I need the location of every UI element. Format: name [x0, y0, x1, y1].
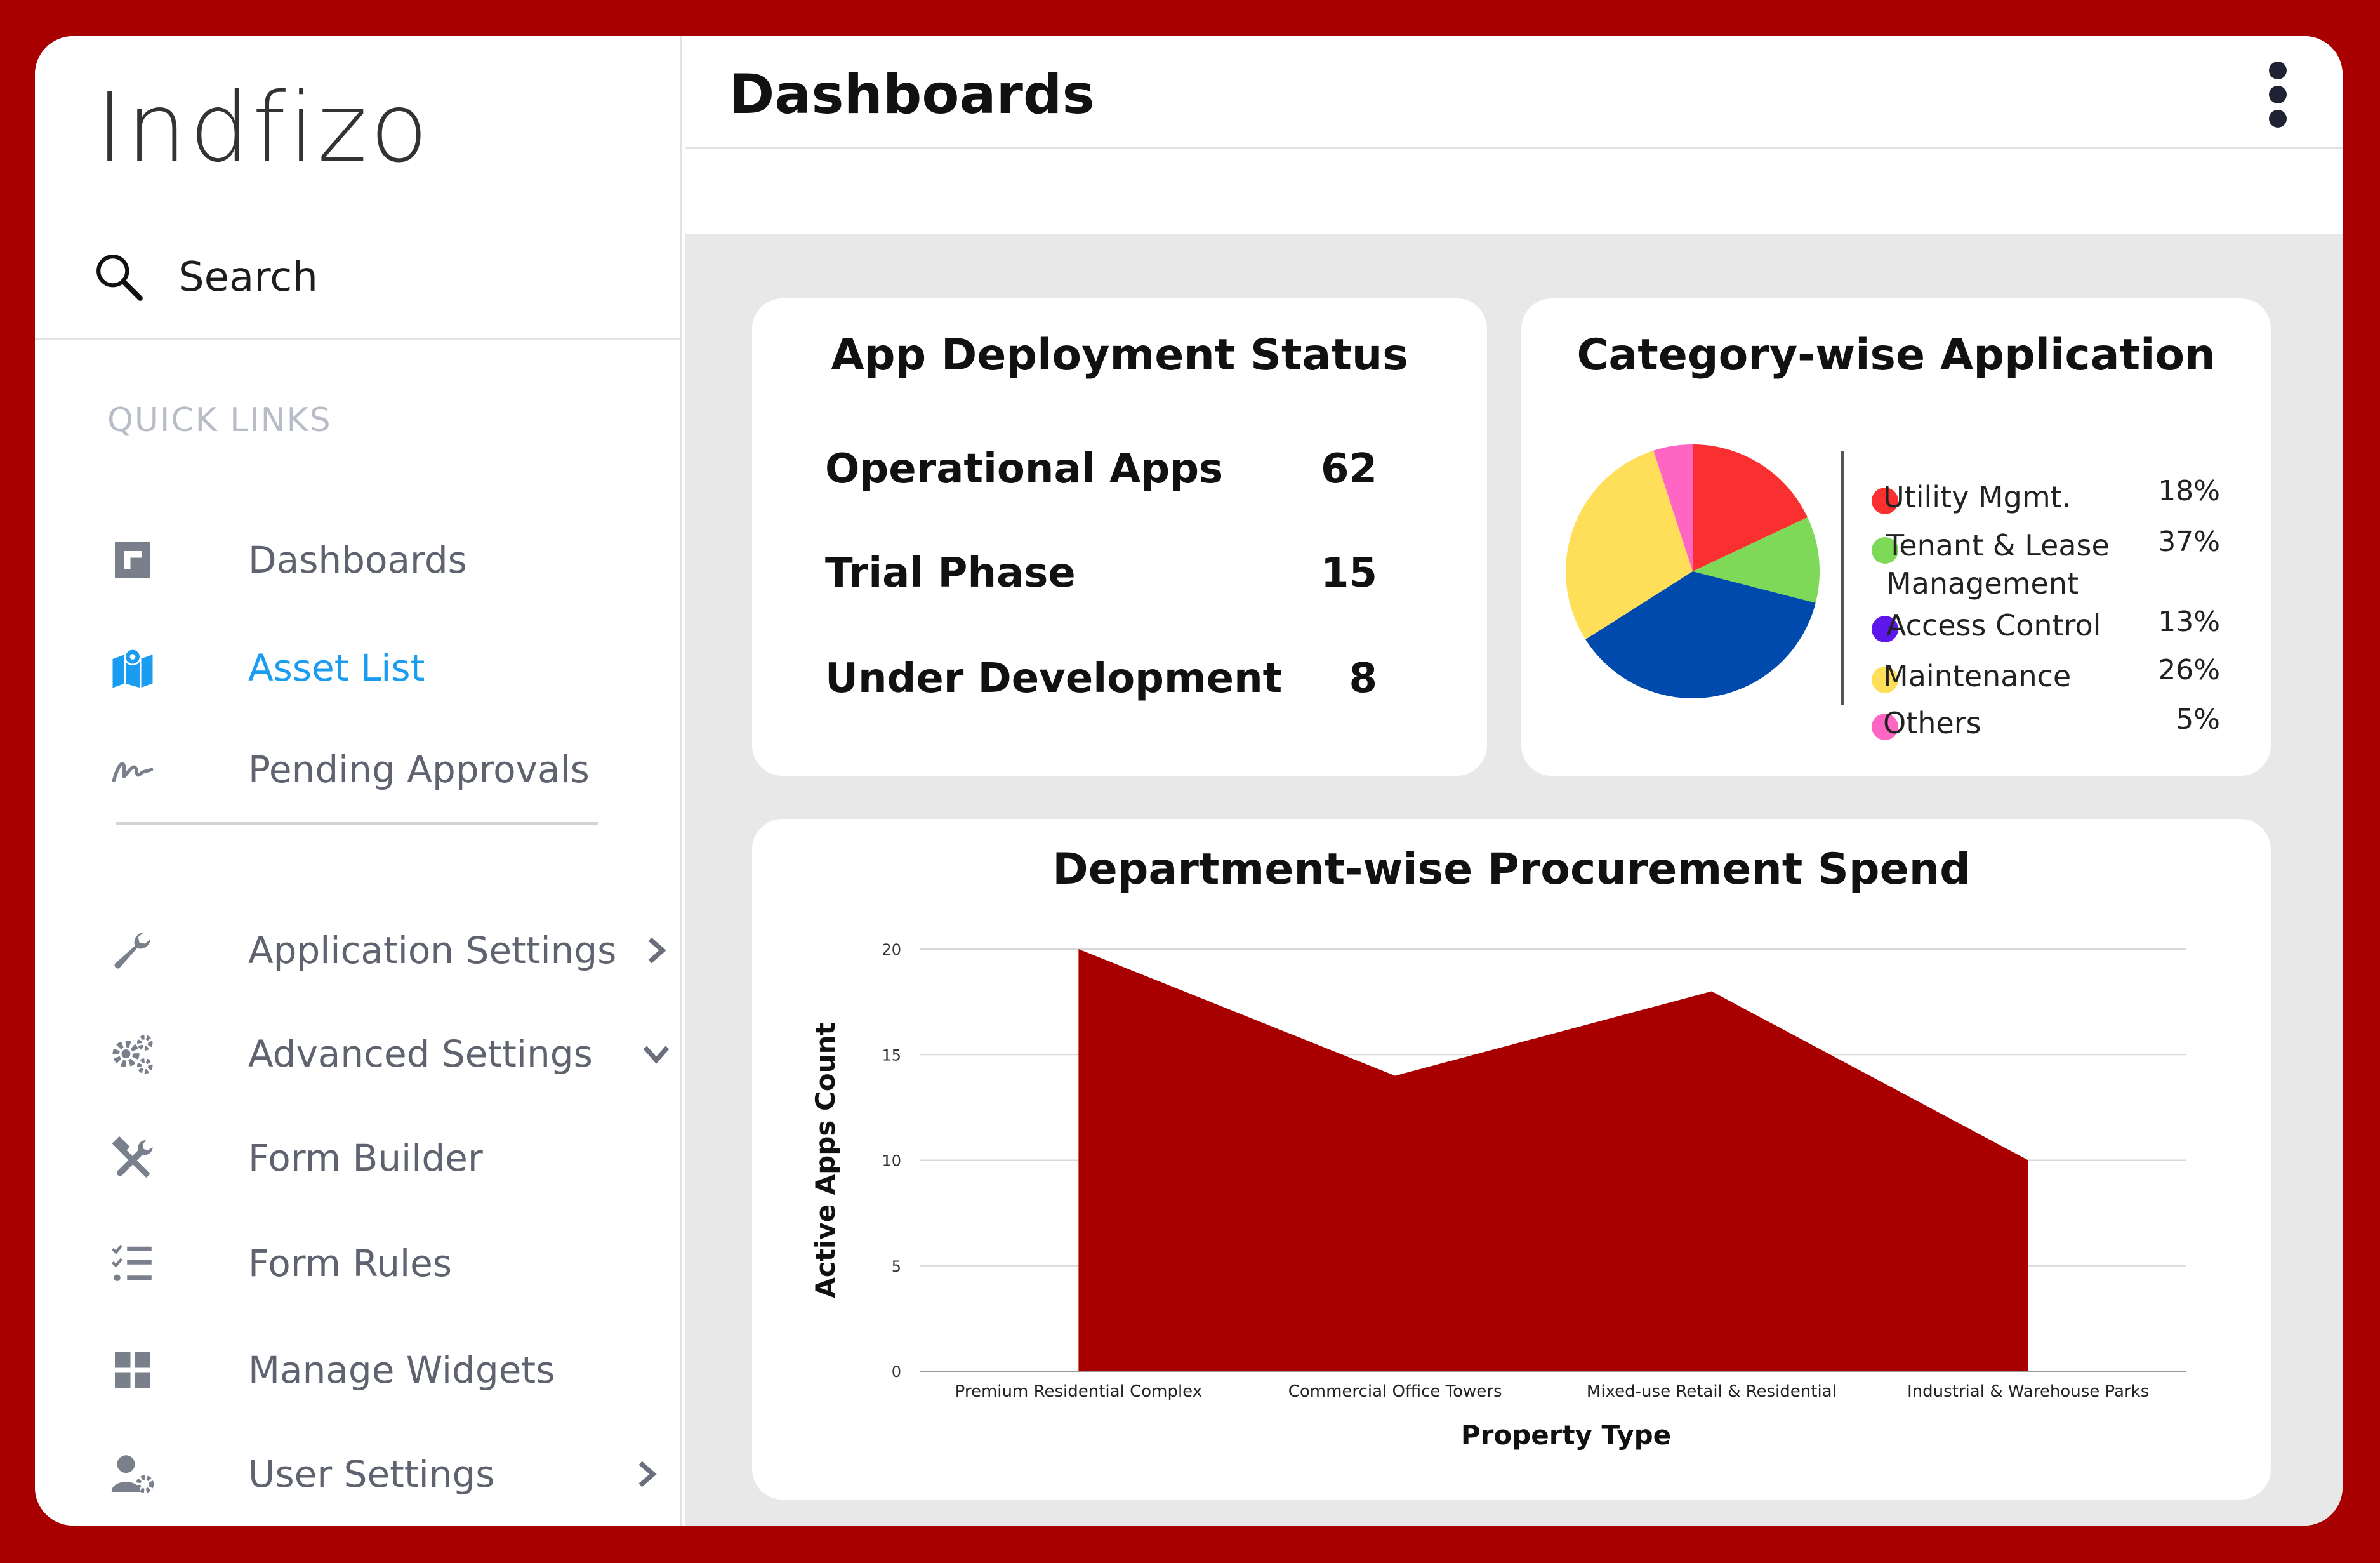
- chevron-right-icon[interactable]: [640, 934, 672, 966]
- widgets-icon: [115, 1352, 150, 1388]
- legend-dot: [1872, 667, 1898, 693]
- card-title: App Deployment Status: [831, 330, 1408, 380]
- sidebar-item-dashboards[interactable]: Dashboards: [107, 525, 678, 595]
- legend-dot: [1872, 488, 1898, 514]
- procurement-spend-card: Department-wise Procurement Spend 0 5 10 15…: [752, 819, 2271, 1500]
- header: Dashboards: [685, 36, 2343, 234]
- y-tick-label: 20: [882, 941, 901, 959]
- checklist-icon: [111, 1244, 152, 1281]
- sidebar-item-form-builder[interactable]: Form Builder: [107, 1123, 678, 1193]
- section-title: QUICK LINKS: [107, 401, 332, 439]
- y-tick-label: 15: [882, 1046, 901, 1064]
- deployment-status-card: App Deployment Status Operational Apps 6…: [752, 298, 1487, 776]
- legend-label: Tenant & Lease Management: [1886, 527, 2110, 603]
- sidebar-item-manage-widgets[interactable]: Manage Widgets: [107, 1335, 678, 1405]
- chevron-right-icon[interactable]: [631, 1458, 663, 1490]
- logo-text: Indfizo: [96, 73, 431, 183]
- more-options-icon[interactable]: [2259, 62, 2297, 138]
- sidebar-item-asset-list[interactable]: Asset List: [107, 633, 678, 703]
- sidebar-item-pending-approvals[interactable]: Pending Approvals: [107, 735, 678, 804]
- legend-label: Access Control: [1886, 608, 2101, 642]
- sidebar-item-label: Manage Widgets: [248, 1348, 555, 1392]
- legend-label-line: Management: [1886, 566, 2079, 601]
- chevron-down-icon[interactable]: [640, 1038, 672, 1070]
- pie-slice: [1693, 444, 1808, 571]
- sidebar-item-user-settings[interactable]: User Settings: [107, 1439, 678, 1509]
- sidebar: Indfizo Search QUICK LINKS Dashboards: [35, 36, 682, 1526]
- sidebar-item-label: Form Builder: [248, 1136, 483, 1180]
- x-tick-label: Premium Residential Complex: [955, 1382, 1202, 1401]
- sidebar-item-label: Pending Approvals: [248, 748, 590, 791]
- status-row: Under Development 8: [825, 655, 1377, 702]
- status-label: Under Development: [825, 655, 1283, 702]
- pie-slice: [1653, 444, 1693, 571]
- status-row: Trial Phase 15: [825, 550, 1377, 597]
- tools-icon: [112, 1136, 153, 1178]
- card-title: Category-wise Application: [1577, 330, 2216, 380]
- area-series: [1078, 949, 2028, 1371]
- legend-divider: [1841, 451, 1844, 705]
- search-button[interactable]: Search: [93, 246, 318, 309]
- search-icon: [96, 255, 143, 301]
- category-card: Category-wise Application Utility Mgmt. …: [1521, 298, 2271, 776]
- x-tick-label: Mixed-use Retail & Residential: [1587, 1382, 1837, 1401]
- legend-pct: 37%: [2158, 526, 2220, 558]
- status-row: Operational Apps 62: [825, 446, 1377, 493]
- card-title: Department-wise Procurement Spend: [1052, 844, 1971, 895]
- sidebar-item-label: Asset List: [248, 646, 425, 689]
- sidebar-item-application-settings[interactable]: Application Settings: [107, 915, 678, 985]
- legend-dot: [1872, 714, 1898, 740]
- area-chart: 0 5 10 15 20 Premium Residential Complex Comme…: [810, 941, 2186, 1451]
- status-value: 62: [1320, 446, 1377, 493]
- sidebar-item-label: Dashboards: [248, 538, 467, 582]
- logo: Indfizo: [96, 81, 431, 176]
- y-tick-label: 5: [892, 1258, 901, 1275]
- pie-slice: [1585, 571, 1816, 698]
- sidebar-item-label: User Settings: [248, 1453, 495, 1496]
- sidebar-item-label: Form Rules: [248, 1242, 453, 1285]
- legend-pct: 26%: [2158, 654, 2220, 686]
- status-value: 8: [1349, 655, 1377, 702]
- sidebar-item-label: Advanced Settings: [248, 1032, 593, 1075]
- page-title: Dashboards: [729, 63, 1095, 126]
- y-axis-title: Active Apps Count: [810, 1022, 841, 1298]
- user-gear-icon: [111, 1455, 154, 1493]
- legend-dot: [1872, 537, 1898, 564]
- sidebar-item-form-rules[interactable]: Form Rules: [107, 1228, 678, 1298]
- legend-label-line: Tenant & Lease: [1886, 528, 2110, 562]
- legend-pct: 18%: [2158, 475, 2220, 507]
- gears-icon: [112, 1035, 153, 1074]
- app-window: Indfizo Search QUICK LINKS Dashboards: [35, 36, 2343, 1526]
- y-tick-label: 0: [892, 1363, 901, 1381]
- x-tick-label: Industrial & Warehouse Parks: [1907, 1382, 2149, 1401]
- legend-label: Utility Mgmt.: [1883, 480, 2072, 514]
- legend-pct: 13%: [2158, 606, 2220, 638]
- pie-chart: [1566, 444, 1820, 698]
- pie-slice: [1566, 450, 1693, 640]
- legend-pct: 5%: [2176, 703, 2220, 736]
- divider: [116, 822, 598, 825]
- x-axis-title: Property Type: [1461, 1420, 1671, 1451]
- sidebar-item-label: Application Settings: [248, 929, 617, 972]
- search-label: Search: [178, 254, 318, 301]
- main-content: Dashboards App Deployment Status Operati…: [685, 36, 2343, 1526]
- dashboard-icon: [115, 542, 150, 578]
- status-label: Operational Apps: [825, 446, 1224, 493]
- pie-slice: [1693, 517, 1820, 603]
- wrench-icon: [114, 933, 150, 969]
- status-value: 15: [1320, 550, 1377, 597]
- legend-label: Others: [1883, 706, 1981, 740]
- sidebar-item-advanced-settings[interactable]: Advanced Settings: [107, 1019, 678, 1089]
- legend-dot: [1872, 616, 1898, 642]
- y-tick-label: 10: [882, 1152, 901, 1170]
- x-tick-label: Commercial Office Towers: [1288, 1382, 1502, 1401]
- divider: [685, 147, 2343, 149]
- signature-icon: [112, 762, 154, 783]
- legend-label: Maintenance: [1883, 659, 2072, 693]
- status-label: Trial Phase: [825, 550, 1076, 597]
- map-icon: [112, 648, 153, 688]
- divider: [35, 338, 682, 340]
